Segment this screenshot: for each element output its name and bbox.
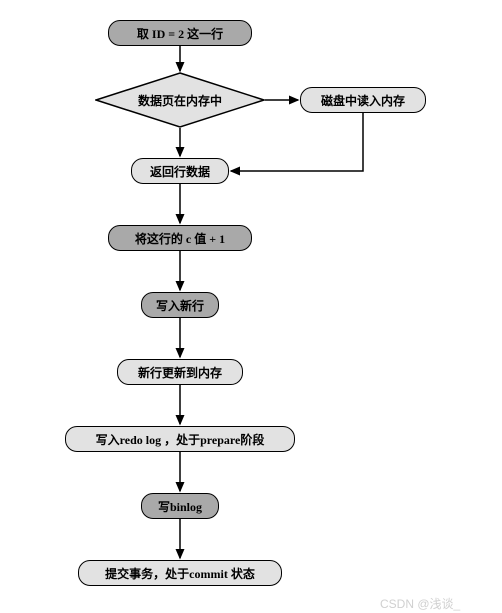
node-return-row: 返回行数据 bbox=[131, 158, 229, 184]
node-commit: 提交事务，处于commit 状态 bbox=[78, 560, 282, 586]
node-increment: 将这行的 c 值 + 1 bbox=[108, 225, 252, 251]
node-start: 取 ID = 2 这一行 bbox=[108, 20, 252, 46]
node-update-memory: 新行更新到内存 bbox=[117, 359, 243, 385]
node-redo-log: 写入redo log ，处于prepare阶段 bbox=[65, 426, 295, 452]
node-disk-read: 磁盘中读入内存 bbox=[300, 87, 426, 113]
node-write-newrow: 写入新行 bbox=[141, 292, 219, 318]
node-decision-label: 数据页在内存中 bbox=[138, 92, 222, 109]
watermark: CSDN @浅谈_ bbox=[380, 595, 460, 612]
node-decision-memory: 数据页在内存中 bbox=[95, 72, 265, 128]
node-binlog: 写binlog bbox=[141, 493, 219, 519]
